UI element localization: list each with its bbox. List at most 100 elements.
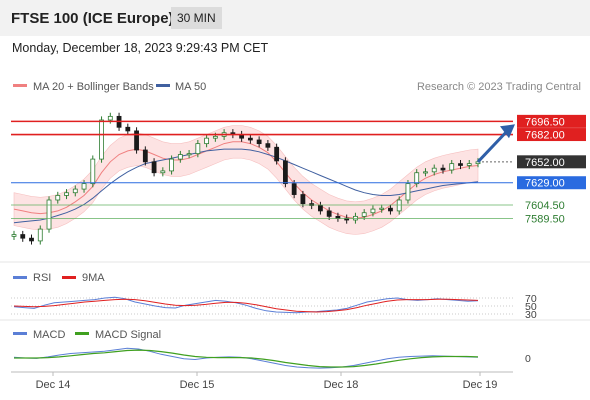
- timestamp: Monday, December 18, 2023 9:29:43 PM CET: [12, 41, 269, 55]
- pivot-level-label: 7629.00: [525, 178, 565, 190]
- candle-body: [90, 158, 96, 185]
- candle-body: [318, 205, 323, 212]
- candle-body: [353, 215, 358, 221]
- rsi-ma-legend-label: 9MA: [82, 272, 105, 284]
- candle-body: [423, 171, 428, 174]
- x-axis-tick-label: Dec 14: [36, 379, 71, 391]
- candle-body: [142, 149, 148, 163]
- candle-body: [55, 195, 61, 201]
- candle-body: [326, 210, 332, 217]
- current-level-label: 7652.00: [525, 157, 565, 169]
- candle-body: [20, 234, 26, 239]
- candle-body: [247, 137, 253, 141]
- candle-body: [195, 143, 201, 155]
- candle-body: [11, 234, 17, 237]
- candle-body: [37, 228, 43, 242]
- candle-body: [282, 160, 288, 185]
- x-axis-tick-label: Dec 15: [180, 379, 215, 391]
- support-level-label: 7604.50: [525, 200, 565, 212]
- resistance-level-label: 7696.50: [525, 116, 565, 128]
- macd-tick-label: 0: [525, 353, 531, 365]
- macd-signal-legend-swatch: [75, 332, 89, 335]
- candle-body: [414, 172, 420, 185]
- rsi-ma-legend-swatch: [62, 276, 76, 279]
- candle-body: [107, 115, 113, 121]
- price-levels: 7696.50 7682.00 7652.00 7629.00 7604.50 7589.…: [11, 114, 586, 226]
- header-bar: FTSE 100 (ICE Europe) 30 MIN: [0, 0, 590, 36]
- candle-body: [256, 139, 262, 145]
- candle-body: [291, 183, 297, 195]
- rsi-legend-label: RSI: [33, 272, 51, 284]
- candle-body: [46, 199, 52, 230]
- candle-body: [169, 158, 174, 172]
- ma20-line: [13, 141, 479, 219]
- rsi-line: [13, 296, 479, 314]
- candle-body: [466, 163, 472, 166]
- price-panel: [11, 112, 481, 245]
- resistance-level-label: 7682.00: [525, 130, 565, 142]
- macd-legend-swatch: [13, 332, 27, 335]
- ma20-legend-label: MA 20 + Bollinger Bands: [33, 81, 154, 93]
- credit-text: Research © 2023 Trading Central: [417, 81, 581, 93]
- macd-panel: 0: [13, 347, 531, 369]
- candle-body: [99, 119, 104, 160]
- candle-body: [396, 199, 402, 212]
- candle-body: [449, 163, 455, 171]
- candle-body: [64, 192, 69, 196]
- ma50-legend-swatch: [156, 84, 170, 87]
- support-level-label: 7589.50: [525, 214, 565, 226]
- candle-body: [440, 167, 446, 171]
- candle-body: [388, 207, 393, 212]
- rsi-legend: RSI 9MA: [13, 272, 105, 284]
- forecast-arrow-shaft: [476, 131, 508, 163]
- rsi-tick-label: 70: [525, 293, 537, 305]
- candle-body: [125, 126, 131, 132]
- candle-body: [370, 208, 376, 214]
- candle-body: [177, 154, 183, 160]
- candle-body: [431, 167, 437, 173]
- candle-body: [134, 130, 139, 151]
- forecast-arrow-head: [500, 124, 515, 139]
- candle-body: [151, 161, 157, 174]
- candle-body: [186, 153, 192, 156]
- candle-body: [300, 194, 306, 205]
- rsi-tick-label: 30: [525, 309, 537, 321]
- rsi-9ma-line: [13, 298, 479, 313]
- rsi-legend-swatch: [13, 276, 27, 279]
- rsi-tick-label: 50: [525, 301, 537, 313]
- candle-body: [212, 135, 218, 139]
- macd-legend: MACD MACD Signal: [13, 329, 161, 341]
- x-axis-tick-label: Dec 18: [324, 379, 359, 391]
- candle-body: [405, 183, 411, 201]
- candle-body: [361, 212, 367, 217]
- candle-body: [72, 188, 78, 194]
- ma50-line: [13, 148, 479, 224]
- instrument-title: FTSE 100 (ICE Europe): [11, 10, 174, 27]
- candle-body: [458, 163, 463, 166]
- ma50-legend-label: MA 50: [175, 81, 206, 93]
- candle-body: [81, 183, 87, 190]
- candle-body: [344, 217, 350, 221]
- candle-body: [29, 237, 34, 242]
- resistance-level-tag: [517, 128, 586, 142]
- x-axis-tick-label: Dec 19: [463, 379, 498, 391]
- macd-signal-legend-label: MACD Signal: [95, 329, 161, 341]
- candle-body: [379, 207, 385, 210]
- macd-legend-label: MACD: [33, 329, 65, 341]
- interval-badge[interactable]: 30 MIN: [171, 7, 222, 29]
- resistance-level-tag: [517, 114, 586, 128]
- current-level-tag: [517, 155, 586, 169]
- candle-body: [309, 203, 315, 206]
- pivot-level-tag: [517, 176, 586, 190]
- candle-body: [274, 146, 280, 162]
- candle-body: [160, 170, 166, 174]
- main-legend: MA 20 + Bollinger Bands MA 50 Research ©…: [13, 81, 581, 93]
- macd-signal-line: [14, 349, 479, 368]
- ma20-legend-swatch: [13, 84, 27, 87]
- candle-body: [335, 215, 341, 219]
- candle-body: [204, 137, 210, 145]
- x-axis: Dec 14 Dec 15 Dec 18 Dec 19: [36, 372, 498, 391]
